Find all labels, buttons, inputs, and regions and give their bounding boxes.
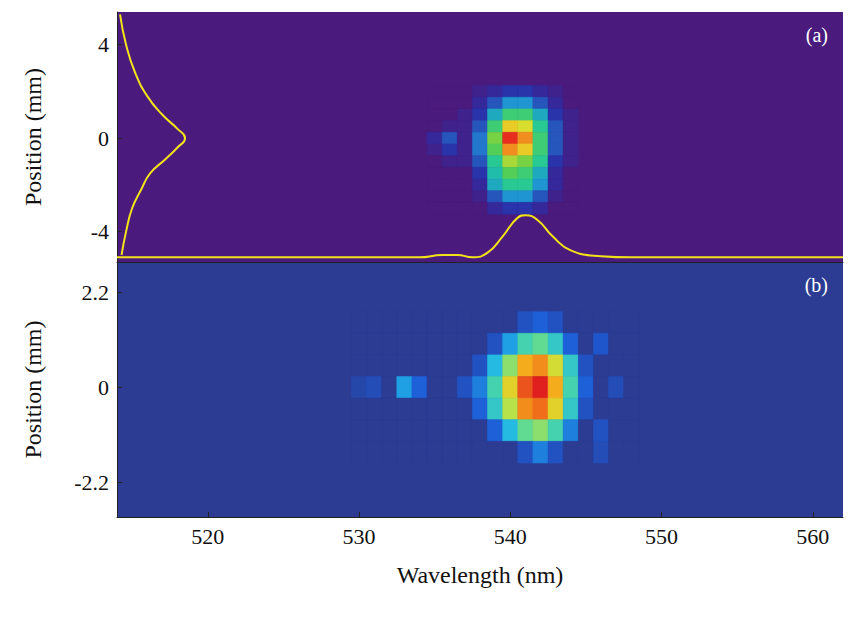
svg-text:520: 520 [191,524,224,549]
svg-text:540: 540 [494,524,527,549]
svg-text:0: 0 [98,375,109,400]
svg-text:550: 550 [645,524,678,549]
svg-text:Position (mm): Position (mm) [20,68,46,206]
svg-text:(a): (a) [806,24,828,47]
svg-text:530: 530 [343,524,376,549]
svg-text:4: 4 [98,32,109,57]
svg-text:Wavelength (nm): Wavelength (nm) [397,562,564,588]
svg-text:0: 0 [98,126,109,151]
svg-text:-2.2: -2.2 [74,470,109,495]
svg-text:-4: -4 [91,219,109,244]
svg-text:560: 560 [796,524,829,549]
svg-text:2.2: 2.2 [82,280,110,305]
svg-text:(b): (b) [805,274,828,297]
svg-text:Position (mm): Position (mm) [20,320,46,458]
